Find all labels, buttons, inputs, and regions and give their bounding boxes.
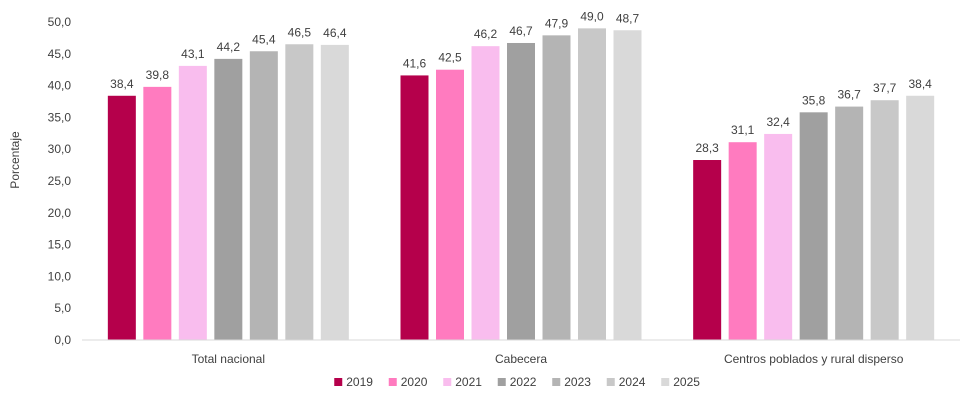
y-tick-label: 45,0 <box>48 47 72 61</box>
legend-swatch <box>388 378 397 386</box>
category-labels: Total nacional Cabecera Centros poblados y… <box>192 352 904 366</box>
bar-2021 <box>471 46 500 340</box>
bar-2023 <box>249 51 278 340</box>
y-axis-ticks: 0,0 5,0 10,0 15,0 20,0 25,0 30,0 35,0 40,0 45,0 50… <box>48 15 72 347</box>
legend-swatch <box>443 378 452 386</box>
bar-2024 <box>870 100 899 340</box>
data-label: 37,7 <box>873 81 897 95</box>
data-label: 46,5 <box>288 25 312 39</box>
y-tick-label: 10,0 <box>48 269 72 283</box>
bar-2019 <box>693 160 722 340</box>
data-label: 46,2 <box>474 27 498 41</box>
data-label: 41,6 <box>403 56 427 70</box>
data-label: 35,8 <box>802 93 826 107</box>
legend-label: 2021 <box>455 375 482 389</box>
category-label: Centros poblados y rural disperso <box>724 352 904 366</box>
bar-2025 <box>320 44 349 341</box>
legend-label: 2019 <box>346 375 373 389</box>
bar-2022 <box>507 42 535 340</box>
y-tick-label: 5,0 <box>54 301 71 315</box>
bar-2021 <box>178 65 207 340</box>
bars <box>107 28 935 341</box>
data-labels: 38,4 39,8 43,1 44,2 45,4 46,5 46,4 41,6 42,5 46,2… <box>110 9 932 155</box>
y-tick-label: 0,0 <box>54 333 71 347</box>
data-label: 39,8 <box>146 68 170 82</box>
bar-2020 <box>728 142 757 340</box>
data-label: 38,4 <box>908 77 932 91</box>
bar-2021 <box>764 133 793 340</box>
y-tick-label: 15,0 <box>48 238 72 252</box>
legend: 2019 2020 2021 2022 2023 2024 2025 <box>334 375 700 389</box>
y-axis-title: Porcentaje <box>8 131 22 189</box>
legend-label: 2024 <box>619 375 646 389</box>
bar-2019 <box>107 95 136 340</box>
data-label: 44,2 <box>217 40 241 54</box>
data-label: 49,0 <box>580 9 604 23</box>
data-label: 46,7 <box>509 24 533 38</box>
data-label: 32,4 <box>766 115 790 129</box>
legend-label: 2020 <box>401 375 428 389</box>
data-label: 42,5 <box>438 51 462 65</box>
bar-2022 <box>799 112 828 340</box>
legend-swatch <box>552 378 561 386</box>
legend-label: 2022 <box>510 375 537 389</box>
bar-2024 <box>285 44 314 340</box>
bar-2022 <box>214 58 243 340</box>
y-tick-label: 25,0 <box>48 174 72 188</box>
data-label: 48,7 <box>616 11 640 25</box>
bar-2023 <box>835 106 864 340</box>
bar-2020 <box>143 86 172 340</box>
y-tick-label: 40,0 <box>48 79 72 93</box>
legend-swatch <box>661 378 670 386</box>
data-label: 45,4 <box>252 32 276 46</box>
data-label: 38,4 <box>110 77 134 91</box>
y-tick-label: 50,0 <box>48 15 72 29</box>
legend-swatch <box>606 378 615 386</box>
bar-2025 <box>613 30 642 340</box>
y-tick-label: 30,0 <box>48 142 72 156</box>
legend-label: 2023 <box>564 375 591 389</box>
category-label: Cabecera <box>495 352 547 366</box>
legend-label: 2025 <box>673 375 700 389</box>
data-label: 47,9 <box>545 16 569 30</box>
data-label: 31,1 <box>731 123 755 137</box>
y-tick-label: 35,0 <box>48 110 72 124</box>
legend-swatch <box>497 378 506 386</box>
bar-2025 <box>906 95 935 340</box>
data-label: 28,3 <box>695 141 719 155</box>
legend-swatch <box>334 378 343 386</box>
category-label: Total nacional <box>192 352 265 366</box>
data-label: 36,7 <box>837 88 861 102</box>
y-tick-label: 20,0 <box>48 206 72 220</box>
data-label: 43,1 <box>181 47 205 61</box>
bar-2019 <box>400 75 429 340</box>
bar-2023 <box>542 35 571 341</box>
bar-2020 <box>436 69 464 340</box>
data-label: 46,4 <box>323 26 347 40</box>
bar-2024 <box>578 28 606 341</box>
